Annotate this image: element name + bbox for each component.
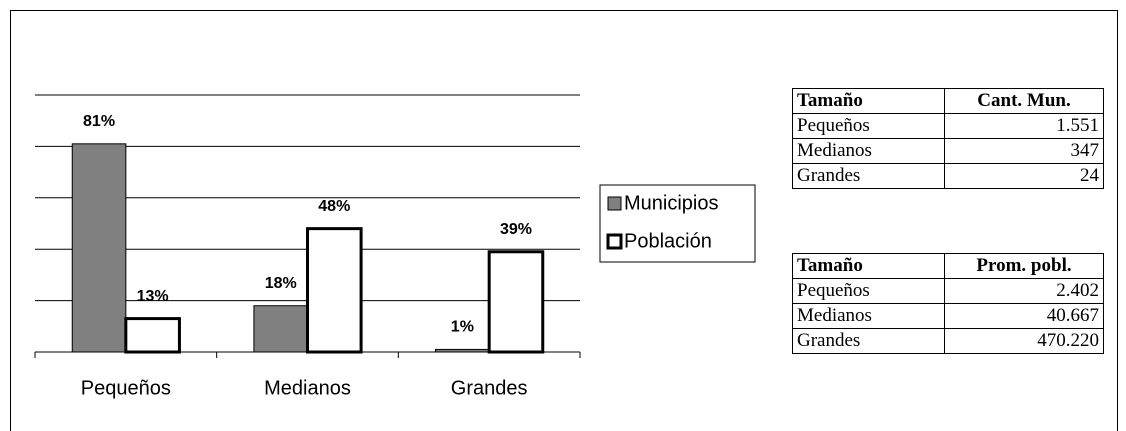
table-cell: Grandes xyxy=(792,163,945,189)
table-row: Pequeños 2.402 xyxy=(792,278,1104,304)
table: Tamaño Cant. Mun. Pequeños 1.551 Medianos 347… xyxy=(792,88,1104,189)
table-cell: Grandes xyxy=(792,328,945,354)
table-cell: Pequeños xyxy=(792,278,945,304)
data-label: 18% xyxy=(265,275,297,292)
table-cell: 347 xyxy=(944,138,1104,164)
bar xyxy=(124,317,181,354)
frame xyxy=(10,10,1118,431)
legend-swatch xyxy=(606,233,623,250)
data-label: 81% xyxy=(83,113,115,130)
table-cell: Medianos xyxy=(792,138,945,164)
table-row: Tamaño Cant. Mun. xyxy=(792,88,1104,114)
table-row: Medianos 347 xyxy=(792,138,1104,164)
bar xyxy=(71,143,127,353)
table-cell: Cant. Mun. xyxy=(944,88,1104,114)
table: Tamaño Prom. pobl. Pequeños 2.402 Medianos 40… xyxy=(792,253,1104,354)
legend-label: Población xyxy=(624,230,712,252)
table-cell: 40.667 xyxy=(944,303,1104,329)
x-tick-label: Medianos xyxy=(264,377,351,399)
table-cell: Tamaño xyxy=(792,253,945,279)
data-label: 48% xyxy=(318,198,350,215)
bar xyxy=(487,250,545,354)
data-label: 1% xyxy=(451,319,474,336)
x-tick-label: Pequeños xyxy=(81,377,171,399)
x-tick-label: Grandes xyxy=(451,377,528,399)
bar xyxy=(306,227,363,354)
table-cell: 24 xyxy=(944,163,1104,189)
table-row: Tamaño Prom. pobl. xyxy=(792,253,1104,279)
table-cell: 1.551 xyxy=(944,113,1104,139)
table-cell: 470.220 xyxy=(944,328,1104,354)
table-cell: Medianos xyxy=(792,303,945,329)
data-label: 13% xyxy=(137,288,169,305)
legend-label: Municipios xyxy=(624,192,718,214)
data-label: 39% xyxy=(500,221,532,238)
table-cell: Tamaño xyxy=(792,88,945,114)
table-cell: 2.402 xyxy=(944,278,1104,304)
table-row: Grandes 470.220 xyxy=(792,328,1104,354)
table-row: Grandes 24 xyxy=(792,163,1104,189)
table-row: Medianos 40.667 xyxy=(792,303,1104,329)
table-cell: Prom. pobl. xyxy=(944,253,1104,279)
table-cell: Pequeños xyxy=(792,113,945,139)
legend-swatch xyxy=(607,196,622,211)
legend-box xyxy=(599,184,756,263)
table-row: Pequeños 1.551 xyxy=(792,113,1104,139)
bar xyxy=(253,305,309,353)
